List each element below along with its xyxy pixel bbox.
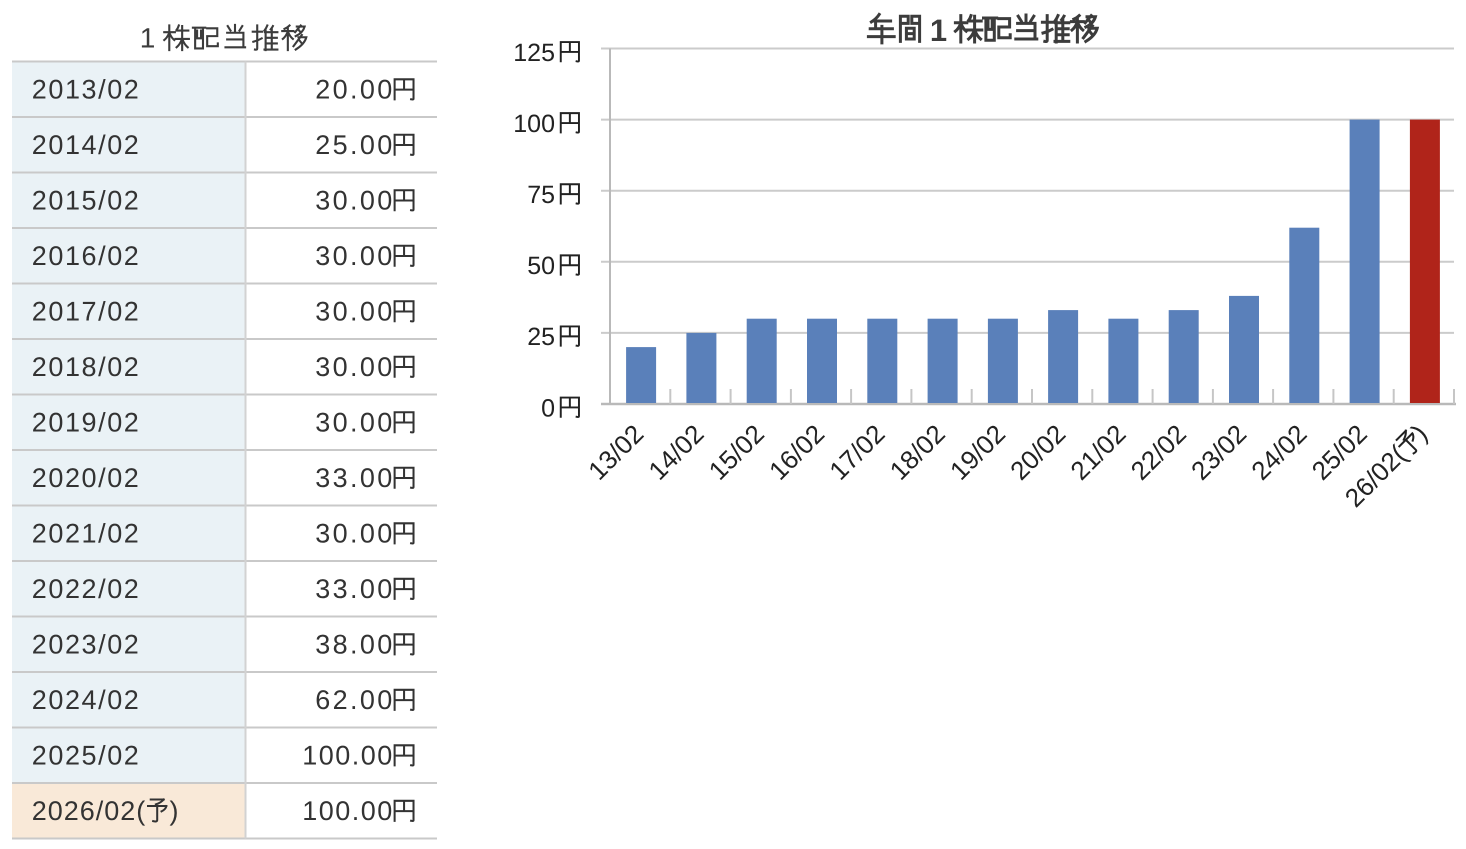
svg-text:): ) xyxy=(170,796,179,826)
svg-text:30.00: 30.00 xyxy=(315,519,392,549)
svg-text:2026/02(: 2026/02( xyxy=(32,796,146,826)
svg-text:25: 25 xyxy=(527,323,555,351)
svg-text:33.00: 33.00 xyxy=(315,574,392,604)
svg-text:2025/02: 2025/02 xyxy=(32,741,139,771)
svg-text:1: 1 xyxy=(930,13,947,48)
svg-text:2014/02: 2014/02 xyxy=(32,130,139,160)
svg-text:2015/02: 2015/02 xyxy=(32,186,139,216)
svg-text:2016/02: 2016/02 xyxy=(32,241,139,271)
svg-text:2017/02: 2017/02 xyxy=(32,297,139,327)
svg-text:2018/02: 2018/02 xyxy=(32,352,139,382)
svg-text:25.00: 25.00 xyxy=(315,130,392,160)
svg-text:2013/02: 2013/02 xyxy=(32,75,139,105)
svg-text:62.00: 62.00 xyxy=(315,685,392,715)
svg-text:30.00: 30.00 xyxy=(315,241,392,271)
svg-text:0: 0 xyxy=(541,394,555,422)
svg-text:125: 125 xyxy=(513,39,555,67)
svg-text:20.00: 20.00 xyxy=(315,75,392,105)
svg-text:30.00: 30.00 xyxy=(315,352,392,382)
svg-text:100: 100 xyxy=(513,110,555,138)
svg-text:75: 75 xyxy=(527,181,555,209)
svg-text:50: 50 xyxy=(527,252,555,280)
svg-text:30.00: 30.00 xyxy=(315,408,392,438)
svg-text:30.00: 30.00 xyxy=(315,186,392,216)
svg-text:2024/02: 2024/02 xyxy=(32,685,139,715)
svg-text:2022/02: 2022/02 xyxy=(32,574,139,604)
svg-text:30.00: 30.00 xyxy=(315,297,392,327)
svg-text:33.00: 33.00 xyxy=(315,463,392,493)
svg-text:100.00: 100.00 xyxy=(302,796,392,826)
svg-text:2023/02: 2023/02 xyxy=(32,630,139,660)
svg-text:100.00: 100.00 xyxy=(302,741,392,771)
svg-text:1: 1 xyxy=(140,23,156,54)
svg-text:38.00: 38.00 xyxy=(315,630,392,660)
svg-text:2020/02: 2020/02 xyxy=(32,463,139,493)
svg-text:2019/02: 2019/02 xyxy=(32,408,139,438)
svg-text:2021/02: 2021/02 xyxy=(32,519,139,549)
